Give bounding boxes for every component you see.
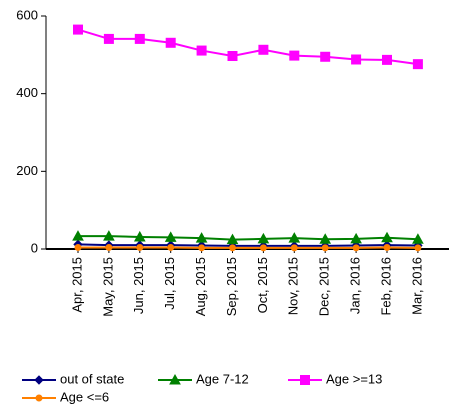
point (289, 50, 300, 61)
x-tick-label: Sep, 2015 (224, 257, 239, 316)
point (73, 24, 83, 35)
x-tick-label: Dec, 2015 (317, 257, 332, 316)
x-tick-label: Nov, 2015 (286, 257, 301, 315)
point (226, 233, 239, 245)
y-tick-label: 0 (31, 240, 38, 255)
y-tick-label: 600 (16, 7, 38, 22)
point (103, 230, 115, 241)
point (134, 33, 145, 44)
point (350, 232, 362, 244)
x-tick-label: Jul, 2015 (162, 257, 177, 310)
point (257, 232, 270, 244)
point (105, 243, 113, 251)
point (412, 233, 424, 244)
series-line (77, 243, 418, 247)
point (412, 59, 423, 70)
point (196, 45, 207, 56)
point (136, 243, 144, 251)
y-tick-label: 200 (16, 163, 38, 178)
x-tick-label: Jan, 2016 (348, 257, 363, 314)
point (352, 244, 360, 252)
x-tick-label: Mar, 2016 (409, 257, 424, 315)
legend-label: Age <=6 (60, 389, 109, 404)
point (227, 50, 238, 61)
point (198, 244, 206, 252)
point (321, 244, 329, 252)
x-tick-label: Feb, 2016 (378, 257, 393, 316)
legend-label: Age >=13 (326, 371, 382, 386)
point (319, 233, 332, 244)
point (133, 230, 146, 242)
legend-marker (169, 373, 181, 385)
point (383, 243, 391, 251)
point (103, 33, 114, 44)
x-tick-label: Jun, 2015 (131, 257, 146, 314)
legend-marker (300, 375, 310, 385)
legend-marker (35, 394, 43, 402)
point (74, 243, 82, 251)
point (72, 230, 84, 241)
x-tick-label: May, 2015 (100, 257, 115, 317)
x-tick-label: Oct, 2015 (255, 257, 270, 313)
point (229, 244, 236, 252)
point (320, 51, 331, 62)
legend-marker (34, 375, 44, 385)
legend-label: out of state (60, 371, 124, 386)
point (288, 232, 301, 243)
series-line (78, 235, 418, 241)
x-tick-label: Aug, 2015 (193, 257, 208, 316)
point (381, 231, 393, 243)
point (351, 54, 362, 65)
series-line (77, 28, 419, 66)
point (165, 37, 176, 48)
legend-label: Age 7-12 (196, 371, 249, 386)
point (382, 54, 392, 65)
point (414, 244, 422, 252)
point (290, 244, 298, 252)
point (167, 243, 175, 251)
point (195, 232, 208, 243)
point (259, 244, 267, 252)
y-tick-label: 400 (16, 85, 38, 100)
point (164, 231, 177, 242)
x-tick-label: Apr, 2015 (69, 257, 84, 313)
point (258, 44, 269, 55)
